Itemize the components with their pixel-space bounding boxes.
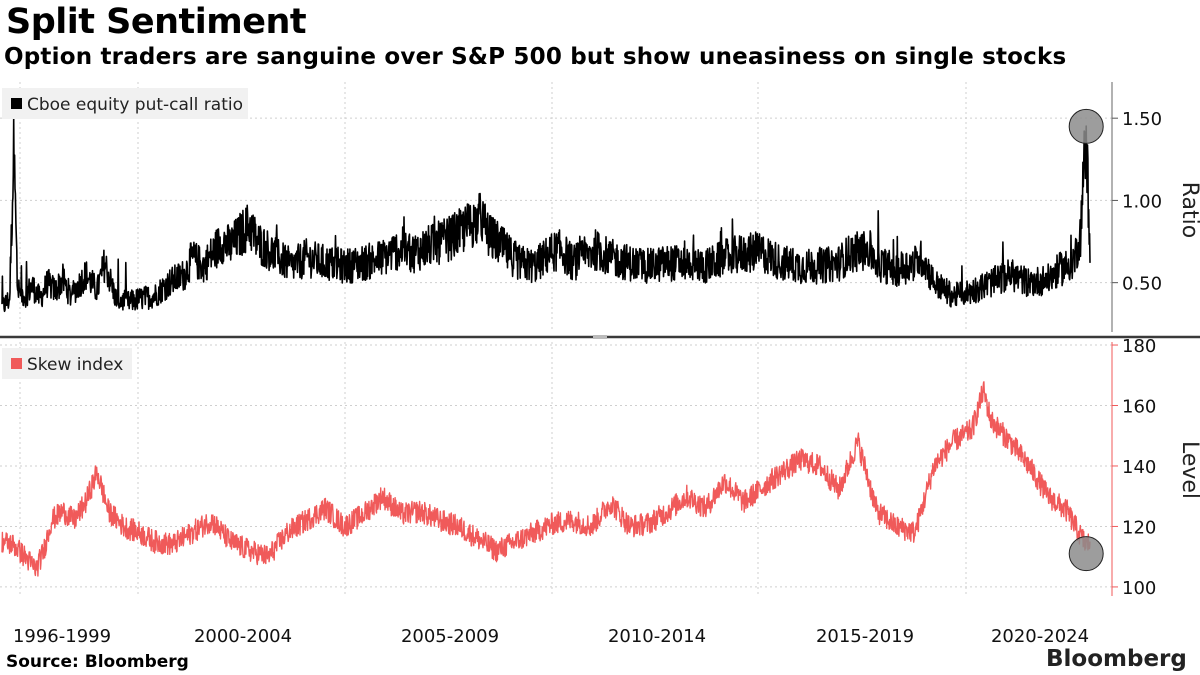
legend-background: [2, 88, 248, 119]
divider-handle: [593, 335, 607, 339]
y-tick-label: 120: [1122, 517, 1156, 538]
skew-panel: 100 120 140 160 180 Level Skew index: [0, 336, 1200, 599]
y-tick-label: 160: [1122, 397, 1156, 418]
bloomberg-logo: Bloomberg: [1046, 646, 1187, 672]
legend: Skew index: [2, 348, 132, 379]
y-axis-title: Ratio: [1177, 182, 1200, 238]
y-tick-label: 180: [1122, 336, 1156, 357]
y-axis-title: Level: [1177, 441, 1200, 499]
legend-label: Cboe equity put-call ratio: [27, 95, 243, 115]
y-tick-label: 100: [1122, 578, 1156, 599]
legend-label: Skew index: [27, 355, 123, 375]
highlight-circle: [1068, 108, 1104, 144]
y-tick-label: 0.50: [1122, 274, 1162, 295]
x-tick-label: 2020-2024: [991, 626, 1089, 647]
legend: Cboe equity put-call ratio: [2, 88, 248, 119]
legend-swatch: [11, 358, 22, 369]
x-tick-label: 2010-2014: [608, 626, 706, 647]
x-tick-label: 2005-2009: [401, 626, 499, 647]
legend-background: [2, 348, 132, 379]
x-tick-label: 1996-1999: [13, 626, 111, 647]
chart-title: Split Sentiment: [6, 2, 307, 42]
legend-swatch: [11, 98, 22, 109]
x-tick-label: 2015-2019: [816, 626, 914, 647]
chart-subtitle: Option traders are sanguine over S&P 500…: [4, 44, 1067, 70]
highlight-circle: [1068, 536, 1104, 572]
put-call-panel: 0.50 1.00 1.50 Ratio Cboe equity put-call ra…: [0, 82, 1200, 332]
x-tick-label: 2000-2004: [194, 626, 292, 647]
y-tick-label: 1.50: [1122, 109, 1162, 130]
y-tick-label: 1.00: [1122, 191, 1162, 212]
source-note: Source: Bloomberg: [6, 652, 189, 672]
put-call-series-line: [1, 117, 1091, 313]
y-tick-label: 140: [1122, 457, 1156, 478]
skew-series-line: [1, 381, 1091, 577]
